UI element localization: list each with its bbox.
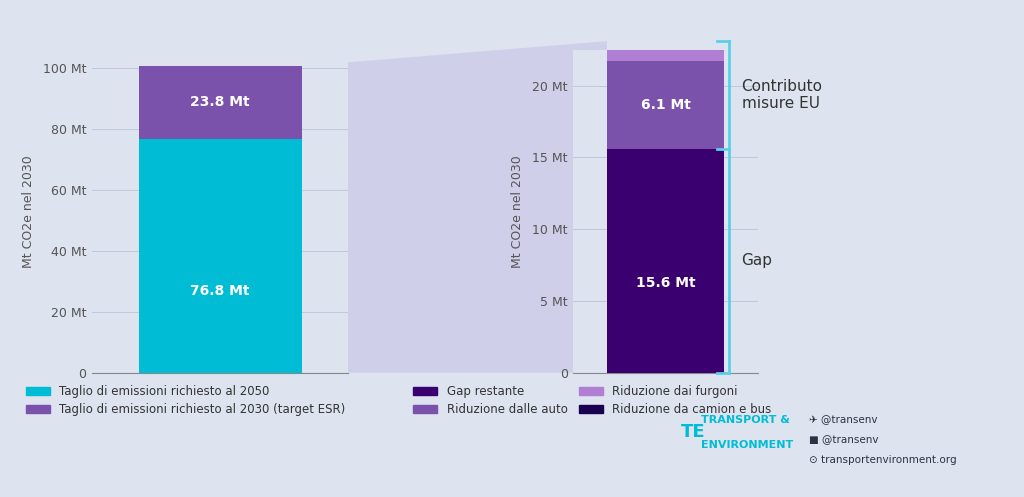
Bar: [607, 149, 724, 373]
Text: 15.6 Mt: 15.6 Mt: [636, 276, 695, 290]
Y-axis label: Mt CO2e nel 2030: Mt CO2e nel 2030: [22, 155, 35, 267]
Text: TRANSPORT &: TRANSPORT &: [701, 415, 791, 425]
Bar: [607, 49, 724, 61]
Text: 6.1 Mt: 6.1 Mt: [641, 98, 690, 112]
Text: ■ @transenv: ■ @transenv: [809, 435, 879, 445]
Text: ⊙ transportenvironment.org: ⊙ transportenvironment.org: [809, 455, 956, 465]
Text: TE: TE: [681, 423, 706, 441]
Bar: [607, 41, 724, 49]
Text: ✈ @transenv: ✈ @transenv: [809, 415, 878, 425]
Text: ENVIRONMENT: ENVIRONMENT: [701, 440, 794, 450]
Text: Contributo
misure EU: Contributo misure EU: [741, 79, 822, 111]
Text: Gap: Gap: [741, 253, 772, 268]
Legend: Gap restante, Riduzione dalle auto, Riduzione dai furgoni, Riduzione da camion e: Gap restante, Riduzione dalle auto, Ridu…: [414, 385, 771, 416]
Text: 76.8 Mt: 76.8 Mt: [190, 284, 250, 298]
Legend: Taglio di emissioni richiesto al 2050, Taglio di emissioni richiesto al 2030 (ta: Taglio di emissioni richiesto al 2050, T…: [27, 385, 346, 416]
Bar: [607, 61, 724, 149]
Bar: [138, 66, 302, 139]
Y-axis label: Mt CO2e nel 2030: Mt CO2e nel 2030: [511, 155, 524, 267]
Text: 23.8 Mt: 23.8 Mt: [190, 95, 250, 109]
Bar: [138, 139, 302, 373]
